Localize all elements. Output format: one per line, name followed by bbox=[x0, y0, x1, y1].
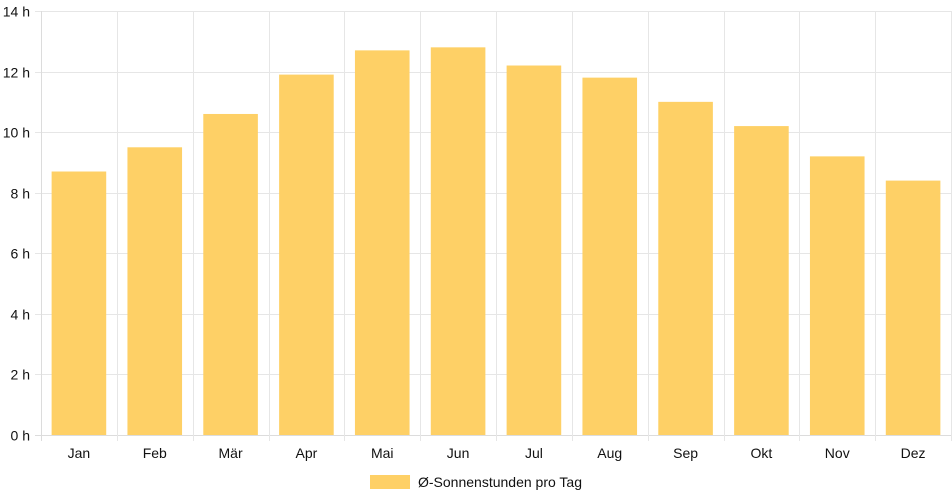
bar-Feb[interactable] bbox=[127, 147, 183, 436]
bar-Mai[interactable] bbox=[354, 50, 410, 435]
y-tick-label: 10 h bbox=[3, 125, 30, 141]
y-tick-label: 4 h bbox=[11, 307, 30, 323]
y-tick-label: 0 h bbox=[11, 428, 30, 444]
bar-Aug[interactable] bbox=[582, 77, 638, 435]
y-tick-label: 2 h bbox=[11, 367, 30, 383]
bar-Jul[interactable] bbox=[506, 65, 562, 435]
x-tick-label: Sep bbox=[673, 445, 698, 461]
bar-Mär[interactable] bbox=[203, 113, 258, 435]
x-tick-label: Okt bbox=[751, 445, 773, 461]
x-tick-label: Aug bbox=[597, 445, 622, 461]
x-tick-label: Jun bbox=[447, 445, 470, 461]
bar-Okt[interactable] bbox=[734, 126, 789, 435]
x-tick-label: Dez bbox=[901, 445, 926, 461]
bar-Jan[interactable] bbox=[51, 171, 107, 435]
y-tick-label: 6 h bbox=[11, 246, 30, 262]
x-tick-label: Apr bbox=[296, 445, 318, 461]
legend-swatch[interactable] bbox=[370, 475, 411, 489]
y-tick-label: 14 h bbox=[3, 4, 30, 20]
bar-Apr[interactable] bbox=[279, 74, 334, 435]
bar-Jun[interactable] bbox=[430, 47, 486, 435]
legend-label[interactable]: Ø-Sonnenstunden pro Tag bbox=[418, 474, 582, 490]
y-tick-label: 12 h bbox=[3, 65, 30, 81]
bar-Sep[interactable] bbox=[658, 101, 713, 435]
legend[interactable]: Ø-Sonnenstunden pro Tag bbox=[370, 474, 582, 490]
y-tick-label: 8 h bbox=[11, 186, 30, 202]
x-axis-ticks: Jan Feb Mär Apr Mai Jun Jul Aug Sep Okt Nov Dez bbox=[68, 445, 926, 461]
x-tick-label: Feb bbox=[143, 445, 167, 461]
grid-lines bbox=[35, 11, 952, 441]
x-tick-label: Nov bbox=[825, 445, 850, 461]
y-axis-ticks: 0 h 2 h 4 h 6 h 8 h 10 h 12 h 14 h bbox=[3, 4, 30, 444]
x-tick-label: Mär bbox=[219, 445, 243, 461]
x-tick-label: Jan bbox=[68, 445, 91, 461]
x-tick-label: Mai bbox=[371, 445, 394, 461]
bar-Dez[interactable] bbox=[885, 180, 941, 435]
bar-Nov[interactable] bbox=[809, 156, 865, 435]
x-tick-label: Jul bbox=[525, 445, 543, 461]
bars bbox=[51, 47, 941, 436]
